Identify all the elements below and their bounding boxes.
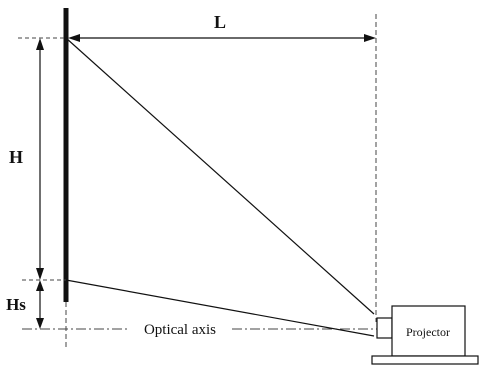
- distance-l-arrowhead-left: [68, 34, 80, 42]
- projector-lens: [376, 317, 393, 339]
- distance-l-label: L: [214, 12, 226, 32]
- projector-stand: [371, 355, 479, 365]
- distance-l-arrowhead-right: [364, 34, 376, 42]
- projection-ray-top: [65, 37, 375, 315]
- projection-ray-bottom: [65, 279, 375, 337]
- height-h-arrowhead-bottom: [36, 268, 44, 280]
- offset-hs-label: Hs: [6, 295, 26, 314]
- height-h-arrowhead-top: [36, 38, 44, 50]
- projector-label: Projector: [406, 325, 450, 339]
- offset-hs-arrowhead-top: [36, 280, 44, 291]
- height-h-label: H: [9, 147, 23, 167]
- optical-axis-label: Optical axis: [144, 322, 216, 338]
- offset-hs-arrowhead-bottom: [36, 318, 44, 329]
